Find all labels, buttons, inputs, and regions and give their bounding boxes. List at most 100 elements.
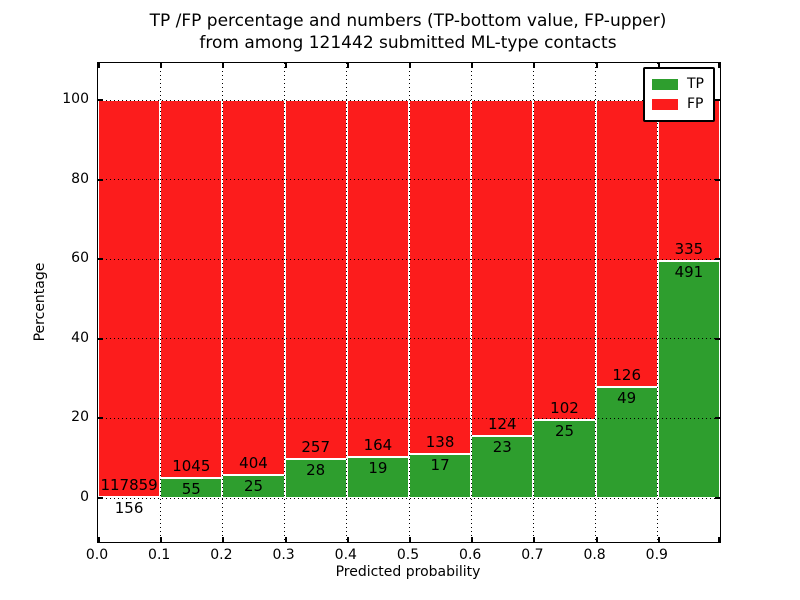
vertical-gridline	[408, 63, 410, 542]
vertical-gridline	[595, 63, 597, 542]
x-tick-label: 0.3	[272, 547, 295, 563]
tp-count-label: 28	[306, 460, 326, 479]
x-tick-mark	[409, 63, 411, 68]
chart-title-line2: from among 121442 submitted ML-type cont…	[199, 33, 617, 53]
x-tick-label: 0.7	[521, 547, 544, 563]
plot-area: TP FP 117859 156 1045 55 404 25 257 28 164 19 138 17…	[97, 62, 721, 543]
x-tick-mark	[98, 537, 100, 542]
y-tick-mark	[98, 337, 103, 340]
x-tick-mark	[533, 63, 536, 68]
x-axis-label: Predicted probability	[335, 564, 481, 580]
x-tick-label: 0.6	[459, 547, 482, 563]
tp-bar-segment	[409, 454, 472, 498]
x-tick-mark	[533, 537, 536, 542]
legend-entry: TP	[652, 77, 706, 91]
x-tick-label: 0.5	[396, 547, 420, 563]
y-tick-mark	[715, 497, 720, 499]
fp-count-label: 164	[363, 435, 393, 454]
legend-label: FP	[687, 96, 704, 112]
tp-count-label: 49	[617, 388, 637, 407]
legend-entry: FP	[652, 97, 706, 111]
vertical-gridline	[470, 63, 472, 542]
x-tick-label: 0.8	[583, 547, 606, 563]
y-tick-label: 100	[62, 91, 89, 107]
vertical-gridline	[159, 63, 161, 542]
fp-bar-segment	[160, 100, 223, 479]
fp-count-label: 124	[487, 414, 517, 433]
x-tick-mark	[595, 537, 598, 542]
x-tick-mark	[718, 537, 720, 542]
fp-count-label: 117859	[100, 476, 158, 495]
x-tick-mark	[160, 537, 163, 542]
fp-count-label: 404	[239, 453, 268, 472]
y-tick-label: 20	[71, 409, 89, 426]
tp-count-label: 25	[243, 476, 264, 495]
fp-bar-segment	[346, 100, 409, 457]
fp-count-label: 126	[612, 365, 641, 384]
tp-bar-segment	[471, 435, 534, 498]
legend: TP FP	[643, 67, 715, 122]
legend-label: TP	[687, 76, 704, 92]
x-tick-label: 0.9	[645, 547, 668, 563]
tp-bar-segment	[222, 474, 285, 498]
fp-bar-segment	[657, 100, 720, 262]
fp-count-label: 257	[301, 437, 330, 456]
tp-count-label: 17	[430, 456, 450, 475]
fp-count-label: 102	[550, 398, 579, 417]
y-tick-mark	[715, 258, 720, 261]
fp-count-label: 138	[425, 433, 455, 452]
tp-bar-segment	[533, 419, 596, 498]
fp-bar-segment	[98, 100, 161, 498]
y-tick-mark	[98, 258, 103, 261]
tp-count-label: 25	[554, 421, 575, 440]
vertical-gridline	[221, 63, 223, 542]
y-tick-mark	[98, 99, 103, 101]
x-tick-label: 0.1	[148, 547, 171, 563]
vertical-gridline	[346, 63, 348, 542]
tp-bar-segment	[595, 386, 658, 498]
fp-bar-segment	[471, 100, 534, 436]
x-tick-label: 0.0	[85, 547, 109, 563]
vertical-gridline	[657, 63, 659, 542]
y-tick-mark	[98, 497, 103, 499]
chart-title: TP /FP percentage and numbers (TP-bottom…	[97, 10, 719, 54]
y-tick-label: 0	[80, 489, 89, 505]
y-tick-mark	[98, 417, 103, 420]
y-tick-label: 80	[71, 170, 89, 187]
x-tick-mark	[657, 63, 660, 68]
fp-bar-segment	[533, 100, 596, 420]
x-tick-mark	[471, 537, 474, 542]
vertical-gridline	[532, 63, 534, 542]
x-tick-mark	[284, 63, 287, 68]
y-tick-label: 60	[71, 250, 89, 267]
tp-count-label: 19	[368, 458, 388, 477]
fp-bar-segment	[595, 100, 658, 387]
x-tick-mark	[98, 63, 100, 68]
fp-count-label: 335	[674, 240, 704, 259]
x-tick-mark	[222, 537, 225, 542]
vertical-gridline	[284, 63, 286, 542]
legend-swatch	[652, 78, 678, 90]
x-tick-mark	[346, 537, 349, 542]
x-tick-mark	[222, 63, 225, 68]
fp-bar-segment	[409, 100, 472, 455]
x-tick-label: 0.4	[334, 547, 357, 563]
y-tick-mark	[98, 178, 103, 181]
y-tick-mark	[715, 178, 720, 181]
tp-bar-segment	[160, 478, 223, 498]
tp-count-label: 23	[492, 437, 512, 456]
x-tick-label: 0.2	[210, 547, 233, 563]
x-tick-mark	[595, 63, 598, 68]
x-tick-mark	[346, 63, 349, 68]
tp-count-label: 156	[114, 499, 144, 518]
tp-bar-segment	[284, 458, 347, 498]
chart-title-line1: TP /FP percentage and numbers (TP-bottom…	[149, 11, 667, 31]
x-tick-mark	[409, 537, 411, 542]
fp-bar-segment	[222, 100, 285, 475]
legend-swatch	[652, 98, 678, 110]
y-tick-mark	[715, 99, 720, 101]
fp-bar-segment	[284, 100, 347, 459]
x-tick-mark	[657, 537, 660, 542]
tp-count-label: 491	[674, 263, 704, 282]
